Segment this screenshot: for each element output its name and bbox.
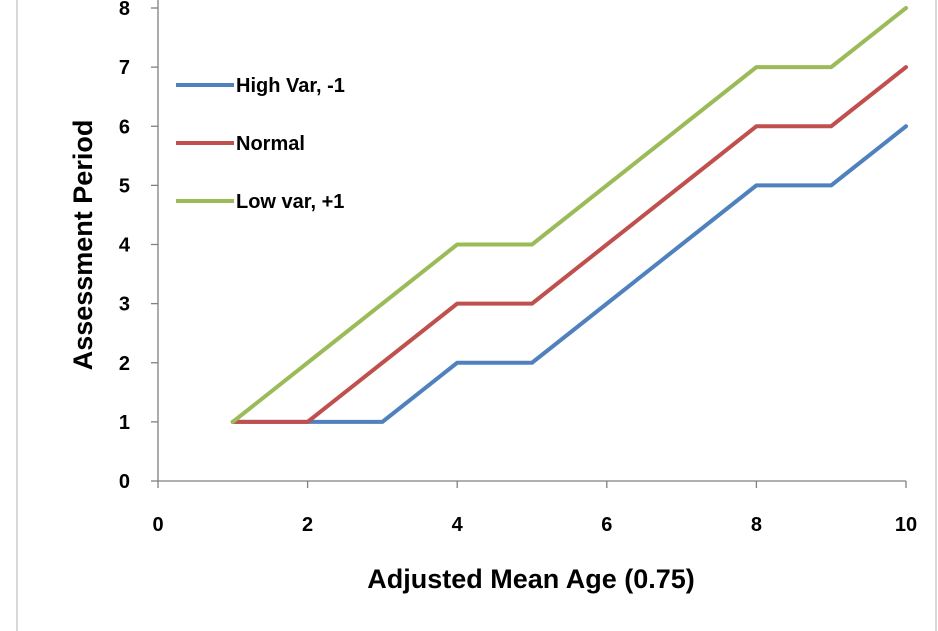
x-tick-label: 2 (302, 514, 313, 536)
y-tick-label: 4 (119, 235, 131, 257)
series-line-2 (230, 6, 908, 424)
series-line-1 (230, 65, 908, 424)
x-tick-label: 4 (452, 514, 464, 536)
x-tick-label: 0 (152, 514, 163, 536)
x-tick-label: 8 (751, 514, 762, 536)
y-axis: 0 1 2 3 4 5 6 7 8 (119, 0, 159, 493)
y-tick-label: 1 (119, 412, 130, 434)
series-line-0 (230, 124, 908, 424)
y-tick-label: 6 (119, 116, 130, 138)
y-tick-label: 8 (119, 0, 130, 20)
y-tick-label: 3 (119, 294, 130, 316)
x-tick-label: 10 (895, 514, 917, 536)
series-lines (230, 6, 908, 424)
y-tick-label: 5 (119, 175, 130, 197)
x-axis: 0 2 4 6 8 10 (152, 480, 917, 536)
legend-label-0: High Var, -1 (236, 75, 345, 97)
y-tick-label: 7 (119, 57, 130, 79)
legend: High Var, -1 Normal Low var, +1 (176, 75, 345, 213)
y-tick-label: 2 (119, 353, 130, 375)
legend-label-1: Normal (236, 133, 305, 155)
y-tick-label: 0 (119, 471, 130, 493)
x-axis-title: Adjusted Mean Age (0.75) (367, 564, 695, 594)
x-tick-label: 6 (601, 514, 612, 536)
y-axis-title: Assessment Period (68, 120, 98, 371)
legend-label-2: Low var, +1 (236, 191, 344, 213)
